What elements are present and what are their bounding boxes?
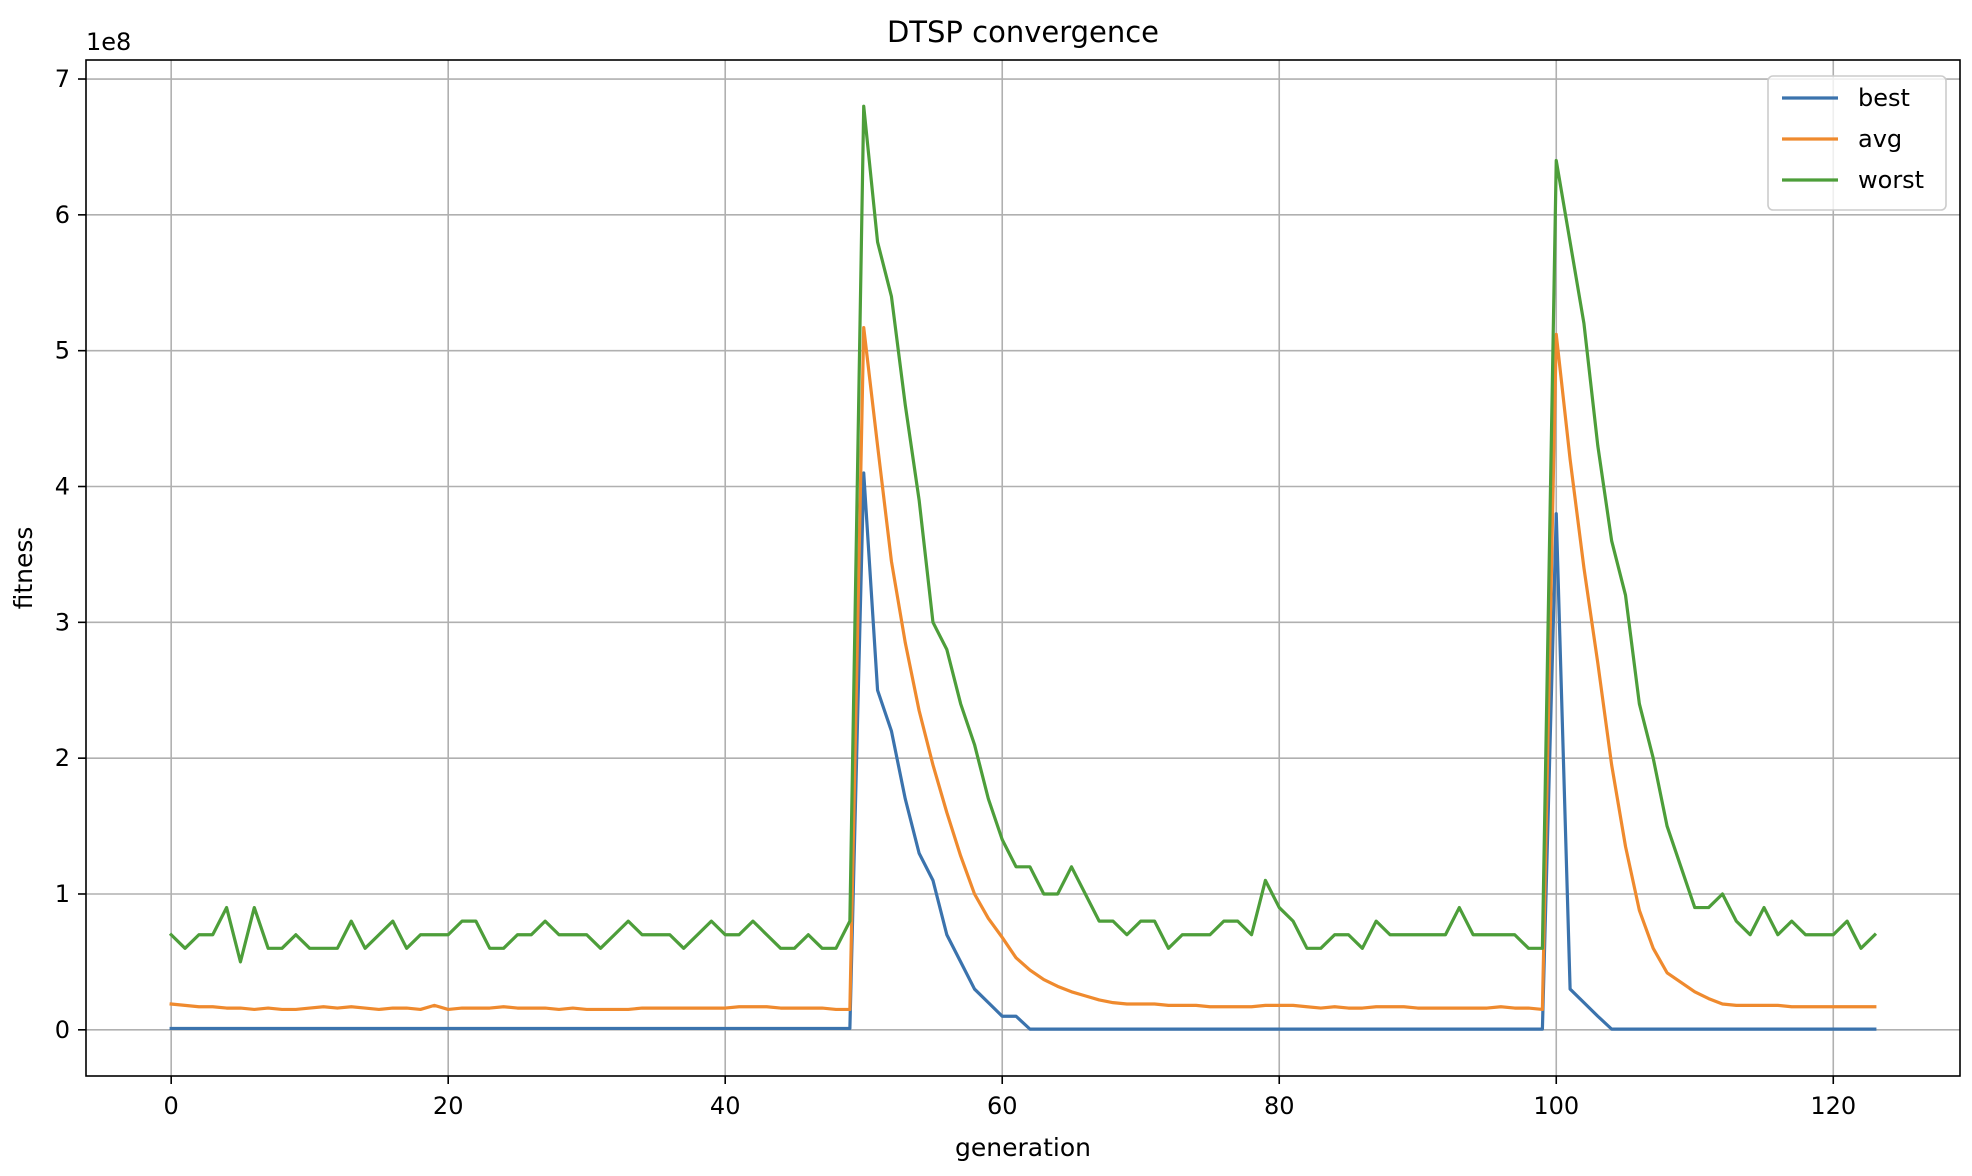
y-tick-label-0: 0 (55, 1016, 70, 1044)
series-line-worst (168, 104, 1878, 964)
x-axis-ticks: 0 20 40 60 80 100 120 (164, 1076, 1856, 1120)
plot-frame (85, 59, 1961, 1077)
y-tick-label-6: 6 (55, 201, 70, 229)
x-tick-label-4: 80 (1264, 1092, 1295, 1120)
x-tick-label-0: 0 (164, 1092, 179, 1120)
x-tick-label-5: 100 (1533, 1092, 1579, 1120)
legend-label-best: best (1858, 84, 1910, 112)
y-tick-label-1: 1 (55, 880, 70, 908)
x-tick-label-3: 60 (987, 1092, 1018, 1120)
x-axis-label: generation (955, 1133, 1091, 1162)
x-tick-label-1: 20 (433, 1092, 464, 1120)
legend-label-worst: worst (1858, 166, 1924, 194)
y-tick-label-5: 5 (55, 337, 70, 365)
series-lines (168, 104, 1878, 1031)
y-tick-label-2: 2 (55, 744, 70, 772)
legend: best avg worst (1767, 75, 1947, 211)
chart-title: DTSP convergence (887, 15, 1159, 49)
legend-label-avg: avg (1858, 125, 1902, 153)
series-line-avg (169, 325, 1877, 1012)
y-axis-ticks: 0 1 2 3 4 5 6 7 (55, 65, 86, 1044)
plot-area-background (86, 60, 1960, 1076)
series-line-best (169, 471, 1877, 1031)
y-tick-label-4: 4 (55, 473, 70, 501)
y-offset-text: 1e8 (86, 28, 131, 56)
y-axis-label: fitness (9, 527, 38, 610)
legend-frame (1767, 75, 1947, 211)
y-tick-label-3: 3 (55, 608, 70, 636)
y-tick-label-7: 7 (55, 65, 70, 93)
x-tick-label-2: 40 (710, 1092, 741, 1120)
x-tick-label-6: 120 (1810, 1092, 1856, 1120)
